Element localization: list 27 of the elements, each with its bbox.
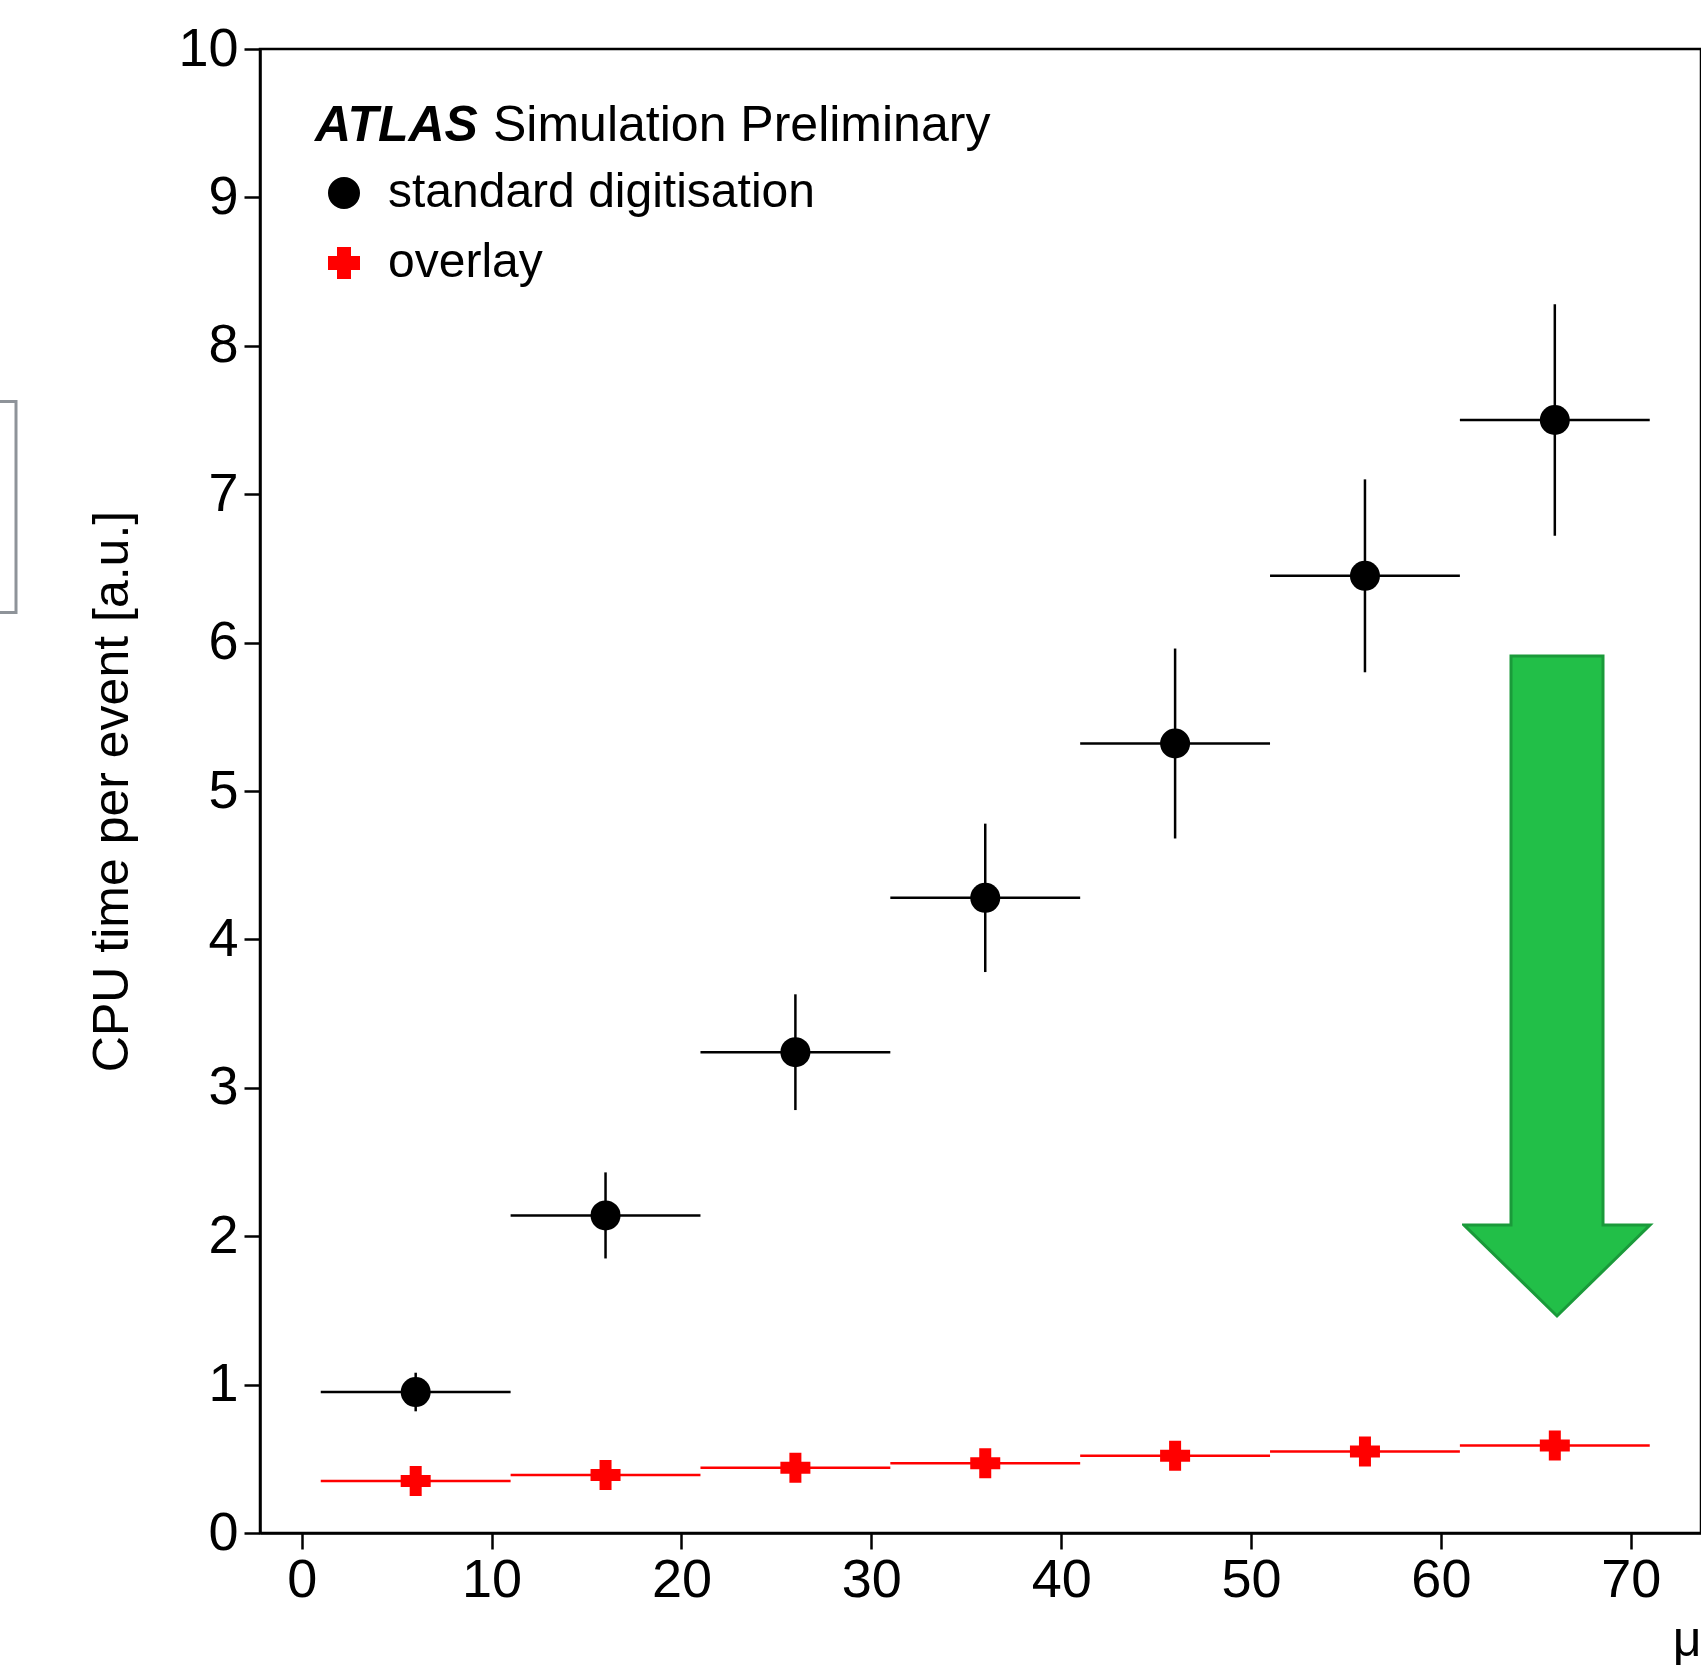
y-tick-label: 7 bbox=[208, 461, 239, 522]
y-tick-label: 3 bbox=[208, 1055, 239, 1116]
y-axis-title: CPU time per event [a.u.] bbox=[83, 510, 140, 1073]
legend-label: standard digitisation bbox=[388, 164, 815, 217]
y-tick-label: 1 bbox=[208, 1352, 239, 1413]
x-tick-label: 10 bbox=[462, 1547, 523, 1608]
point bbox=[400, 1466, 431, 1497]
x-tick-label: 40 bbox=[1031, 1547, 1092, 1608]
y-tick-label: 0 bbox=[208, 1500, 239, 1561]
point bbox=[1160, 1440, 1191, 1471]
y-tick-label: 4 bbox=[208, 906, 239, 967]
y-tick-label: 5 bbox=[208, 758, 239, 819]
x-tick-label: 60 bbox=[1411, 1547, 1472, 1608]
legend-label: overlay bbox=[388, 234, 543, 287]
x-tick-label: 0 bbox=[287, 1547, 318, 1608]
y-tick-label: 8 bbox=[208, 313, 239, 374]
y-tick-label: 2 bbox=[208, 1203, 239, 1264]
annotation: ATLAS Simulation Preliminary bbox=[313, 96, 991, 152]
y-tick-label: 10 bbox=[178, 16, 239, 77]
y-tick-label: 9 bbox=[208, 164, 239, 225]
x-axis-title: μ bbox=[1672, 1610, 1701, 1667]
x-tick-label: 70 bbox=[1601, 1547, 1662, 1608]
x-tick-label: 30 bbox=[841, 1547, 902, 1608]
point bbox=[590, 1460, 621, 1491]
x-tick-label: 50 bbox=[1221, 1547, 1282, 1608]
x-tick-label: 20 bbox=[651, 1547, 713, 1608]
y-tick-label: 6 bbox=[208, 610, 239, 671]
